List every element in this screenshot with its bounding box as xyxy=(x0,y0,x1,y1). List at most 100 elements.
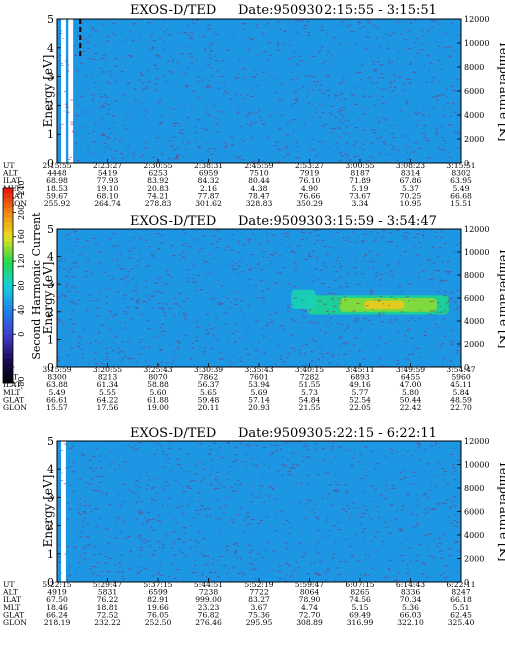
panel-1-ytick-label: 2 xyxy=(47,99,54,112)
panel-1-ephemeris-value: 68.98 xyxy=(46,176,68,185)
panel-1-ephemeris-value: 4.90 xyxy=(301,184,318,193)
panel-1-heatmap xyxy=(57,19,461,163)
panel-2-ephemeris-value: 3:49:59 xyxy=(396,365,425,374)
panel-3-ephemeris-value: 218.19 xyxy=(44,618,71,627)
panel-2-ephemeris-value: 49.16 xyxy=(349,380,371,389)
colorbar-segment xyxy=(3,217,13,223)
panel-1-ephemeris-value: 3:08:23 xyxy=(396,161,425,170)
panel-3-ephemeris-value: 232.22 xyxy=(94,618,121,627)
panel-2-ephemeris-value: 5.49 xyxy=(49,388,66,397)
panel-3-ephemeris-value: 82.91 xyxy=(147,595,169,604)
panel-2-ytick-label: 5 xyxy=(47,223,54,236)
colorbar-tick-label: 240 xyxy=(17,180,26,195)
panel-1-ephemeris-value: 7919 xyxy=(300,169,319,178)
panel-1-ephemeris-value: 71.89 xyxy=(349,176,371,185)
panel-3: EXOS-D/TED Date:950930 5:22:15 - 6:22:11… xyxy=(2,426,505,627)
panel-1-time-range: 2:15:55 - 3:15:51 xyxy=(324,3,437,18)
panel-1-ytick-label: 5 xyxy=(47,13,54,26)
panel-1-ephemeris-value: 76.66 xyxy=(299,191,321,200)
panel-1-ephemeris-value: 70.25 xyxy=(400,191,422,200)
panel-3-y2tick-label: 10000 xyxy=(464,461,489,470)
panel-3-ephemeris-value: 72.70 xyxy=(299,610,321,619)
panel-1-ephemeris-value: 15.51 xyxy=(450,199,472,208)
colorbar-segment xyxy=(3,202,13,208)
panel-1-ephemeris-row-label: GLAT xyxy=(3,191,24,200)
panel-3-ephemeris-value: 5.36 xyxy=(402,603,419,612)
colorbar-segment xyxy=(3,266,13,272)
panel-3-ephemeris-row-label: ALT xyxy=(2,588,18,597)
panel-1-y2tick-label: 10000 xyxy=(464,39,489,48)
colorbar-segment xyxy=(3,261,13,267)
colorbar-segment xyxy=(3,329,13,335)
panel-2-ephemeris-value: 45.11 xyxy=(450,380,472,389)
colorbar-segment xyxy=(3,295,13,301)
panel-2-ephemeris-value: 17.56 xyxy=(97,403,119,412)
panel-1-ephemeris-value: 8302 xyxy=(451,169,470,178)
panel-1-y2label: Temperature [K] xyxy=(497,41,505,142)
panel-3-plot-background xyxy=(57,441,461,582)
panel-2-ephemeris-value: 6893 xyxy=(350,373,369,382)
panel-3-ephemeris-value: 999.00 xyxy=(195,595,222,604)
panel-2-title: EXOS-D/TED xyxy=(130,214,216,229)
panel-2-ephemeris-value: 63.88 xyxy=(46,380,68,389)
colorbar-segment xyxy=(3,227,13,233)
colorbar-tick-label: 0 xyxy=(17,332,26,337)
panel-2-ephemeris-value: 53.94 xyxy=(248,380,270,389)
panel-2-ylabel: Energy [eV] xyxy=(41,262,55,335)
panel-3-ephemeris-value: 62.45 xyxy=(450,610,472,619)
panel-1-features xyxy=(61,19,82,163)
panel-3-ytick-label: 5 xyxy=(47,435,54,448)
colorbar-segment xyxy=(3,207,13,213)
panel-2-noise xyxy=(57,229,461,367)
panel-1-ephemeris-row-label: GLON xyxy=(3,199,27,208)
panel-3-ephemeris-value: 76.22 xyxy=(97,595,119,604)
panel-1-ylabel: Energy [eV] xyxy=(41,55,55,128)
panel-3-ytick-label: 4 xyxy=(47,463,54,476)
panel-1-ephemeris-value: 2:53:27 xyxy=(295,161,324,170)
panel-2-yticks: 0 1 2 3 4 5 xyxy=(47,223,61,374)
panel-2-ephemeris-value: 22.42 xyxy=(400,403,422,412)
panel-2-ephemeris-value: 6455 xyxy=(401,373,420,382)
panel-3-ephemeris-value: 72.52 xyxy=(97,610,119,619)
panel-2-ephemeris-value: 7282 xyxy=(300,373,319,382)
panel-1-ephemeris-value: 76.10 xyxy=(299,176,321,185)
panel-2-ephemeris-value: 5.69 xyxy=(251,388,268,397)
panel-3-heatmap xyxy=(57,441,461,582)
panel-2-ephemeris-value: 3:25:43 xyxy=(143,365,172,374)
panel-3-ephemeris-value: 67.50 xyxy=(46,595,68,604)
colorbar-segment xyxy=(3,236,13,242)
panel-1-plot-background xyxy=(57,19,461,163)
panel-2-ephemeris-value: 58.88 xyxy=(147,380,169,389)
panel-3-ephemeris-value: 5:44:51 xyxy=(194,580,223,589)
panel-1-ytick-label: 3 xyxy=(47,71,54,84)
panel-1-ephemeris-value: 4448 xyxy=(47,169,66,178)
panel-3-ephemeris-value: 5.51 xyxy=(453,603,470,612)
panel-1-ephemeris-value: 2:23:27 xyxy=(93,161,122,170)
panel-1-ephemeris: UTALTILATMLTGLATGLON2:15:55444868.9818.5… xyxy=(2,159,476,208)
panel-3-ephemeris-value: 316.99 xyxy=(347,618,374,627)
colorbar-segment xyxy=(3,378,13,384)
panel-2-ephemeris-value: 15.57 xyxy=(46,403,68,412)
panel-2-ephemeris-value: 5.60 xyxy=(150,388,167,397)
colorbar-tick-label: 200 xyxy=(17,205,26,220)
panel-1-ephemeris-value: 77.93 xyxy=(97,176,119,185)
panel-2-y2tick-label: 2000 xyxy=(464,340,484,349)
panel-2-ephemeris-value: 54.84 xyxy=(299,395,321,404)
panel-2-ephemeris-value: 5.73 xyxy=(301,388,318,397)
panel-3-ylabel: Energy [eV] xyxy=(41,475,55,548)
panel-3-title: EXOS-D/TED xyxy=(130,426,216,441)
panel-2-ephemeris-value: 57.14 xyxy=(248,395,270,404)
panel-1-ephemeris-value: 5419 xyxy=(98,169,117,178)
panel-1-ephemeris-value: 4.38 xyxy=(251,184,268,193)
panel-2-ephemeris-row-label: GLAT xyxy=(3,395,24,404)
panel-2-ytick-label: 0 xyxy=(47,361,54,374)
panel-2-y2tick-label: 12000 xyxy=(464,225,489,234)
panel-3-ephemeris-value: 5:29:47 xyxy=(93,580,122,589)
panel-2-ephemeris-value: 51.55 xyxy=(299,380,321,389)
colorbar-segment xyxy=(3,309,13,316)
panel-2-ephemeris-value: 52.54 xyxy=(349,395,371,404)
panel-3-ephemeris-value: 19.66 xyxy=(147,603,169,612)
panel-1-ephemeris-row-label: ALT xyxy=(2,169,18,178)
panel-1-ephemeris-value: 80.44 xyxy=(248,176,270,185)
colorbar-tick-label: 120 xyxy=(17,253,26,268)
